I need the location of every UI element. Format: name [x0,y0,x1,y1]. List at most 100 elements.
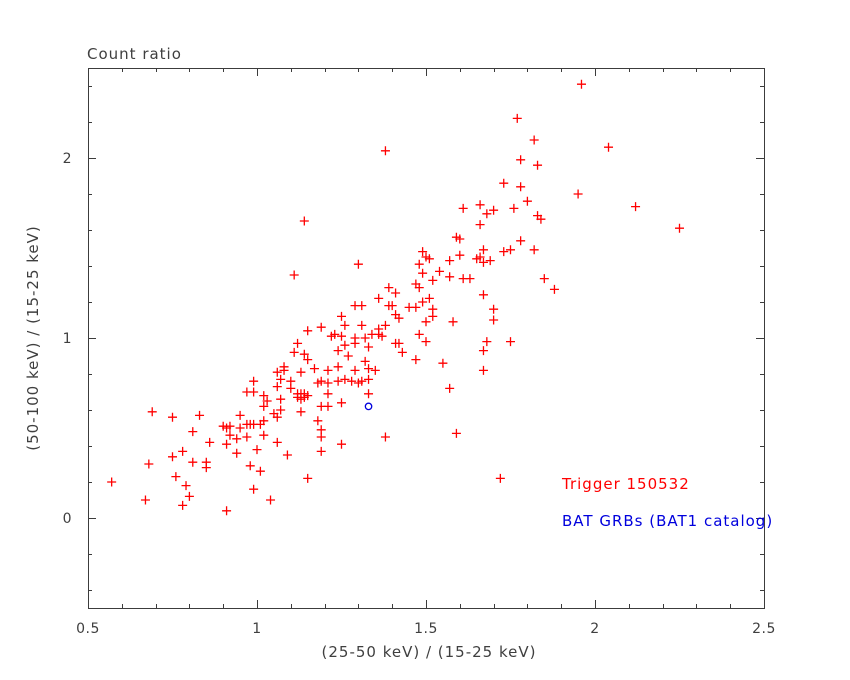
scatter-point-plus [529,245,539,255]
scatter-point-plus [313,416,323,426]
scatter-point-plus [465,274,475,284]
scatter-point-plus [394,313,404,323]
scatter-point-plus [333,362,343,372]
scatter-point-plus [364,374,374,384]
scatter-point-plus [475,252,485,262]
scatter-point-plus [391,288,401,298]
scatter-point-plus [249,376,259,386]
scatter-point-plus [249,484,259,494]
catalog-grb-point [364,402,373,411]
y-axis-label: (50-100 keV) / (15-25 keV) [24,225,42,451]
scatter-point-plus [435,266,445,276]
scatter-point-plus [337,439,346,449]
scatter-point-plus [259,416,269,426]
scatter-point-plus [522,196,532,206]
scatter-point-plus [499,178,509,188]
scatter-point-plus [478,257,488,267]
scatter-point-plus [232,434,242,444]
scatter-point-plus [303,326,313,336]
scatter-point-plus [316,376,326,386]
scatter-point-plus [333,376,343,386]
scatter-point-plus [178,500,188,510]
scatter-point-plus [380,320,390,330]
scatter-point-plus [380,146,390,156]
scatter-point-plus [299,349,309,359]
scatter-point-plus [259,401,269,411]
scatter-point-plus [245,461,255,471]
scatter-point-plus [286,376,296,386]
scatter-point-plus [360,356,370,366]
scatter-point-plus [330,329,340,339]
scatter-point-plus [184,491,194,501]
scatter-point-plus [445,256,455,266]
scatter-point-plus [350,338,360,348]
scatter-point-plus [418,297,428,307]
scatter-point-plus [144,459,154,469]
scatter-point-plus [364,364,374,374]
scatter-point-plus [323,389,333,399]
scatter-point-plus [397,347,407,357]
scatter-point-plus [411,355,421,365]
scatter-point-plus [506,337,515,347]
scatter-point-plus [414,329,424,339]
scatter-point-plus [316,322,326,332]
scatter-point-plus [249,387,259,397]
scatter-point-plus [448,317,458,327]
scatter-point-plus [205,437,215,447]
scatter-point-plus [181,481,191,491]
scatter-point-plus [282,450,292,460]
scatter-point-plus [350,365,360,375]
x-tick-label: 1.5 [414,621,438,637]
scatter-point-plus [357,376,367,386]
scatter-point-plus [235,423,245,433]
scatter-point-plus [232,448,242,458]
scatter-point-plus [171,472,181,482]
scatter-point-plus [225,430,235,440]
x-tick-label: 2 [590,621,599,637]
scatter-point-plus [482,337,492,347]
scatter-point-plus [178,446,188,456]
scatter-point-plus [495,473,505,483]
scatter-point-plus [478,245,488,255]
scatter-point-plus [201,463,211,473]
scatter-point-plus [499,247,509,257]
scatter-point-plus [323,401,333,411]
scatter-point-plus [631,202,641,212]
scatter-point-plus [222,506,232,516]
chart-title: Count ratio [87,45,182,63]
scatter-point-plus [418,268,428,278]
scatter-point-plus [576,79,586,89]
scatter-point-plus [485,256,495,266]
scatter-point-plus [360,333,370,343]
scatter-point-plus [343,351,353,361]
scatter-point-plus [222,439,232,449]
legend-catalog-label: BAT GRBs (BAT1 catalog) [562,512,773,530]
scatter-point-plus [377,331,387,341]
scatter-point-plus [188,427,198,437]
scatter-point-plus [489,304,499,314]
scatter-point-plus [259,391,269,401]
scatter-point-plus [272,382,282,392]
scatter-point-plus [168,452,177,462]
scatter-point-plus [604,142,614,152]
scatter-point-plus [347,376,357,386]
scatter-point-plus [225,421,235,431]
scatter-point-plus [438,358,448,368]
x-tick-label: 1 [252,621,261,637]
scatter-point-plus [516,236,526,246]
scatter-point-plus [255,466,265,476]
scatter-point-plus [418,247,428,257]
scatter-point-plus [455,234,465,244]
x-tick-label: 0.5 [76,621,100,637]
scatter-point-plus [573,189,583,199]
scatter-point-plus [296,367,306,377]
scatter-point-plus [316,432,326,442]
scatter-point-plus [411,302,421,312]
scatter-point-plus [235,410,245,420]
scatter-point-plus [411,279,421,289]
scatter-point-plus [394,338,404,348]
scatter-point-plus [357,320,367,330]
scatter-point-plus [296,407,306,417]
scatter-point-plus [316,446,326,456]
